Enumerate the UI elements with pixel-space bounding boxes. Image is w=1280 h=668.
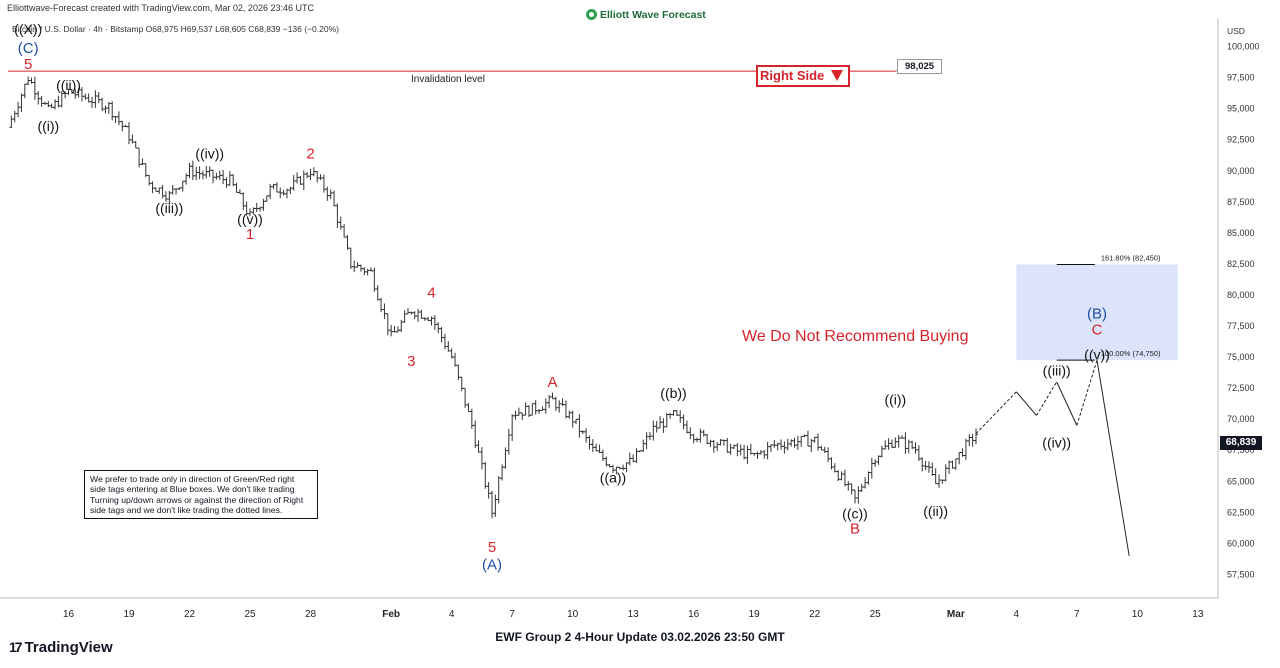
- price-tick-label: 100,000: [1227, 42, 1260, 52]
- invalidation-label: Invalidation level: [411, 74, 485, 85]
- blue-box: [1016, 264, 1178, 361]
- price-tick-label: 57,500: [1227, 569, 1255, 579]
- wave-label: ((v)): [1084, 347, 1110, 363]
- time-tick-label: 10: [567, 609, 579, 620]
- currency-label: USD: [1227, 26, 1245, 36]
- wave-label: ((iv)): [195, 145, 224, 161]
- time-tick-label: 25: [870, 609, 882, 620]
- time-tick-label: 4: [1014, 609, 1020, 620]
- wave-label: ((iii)): [1043, 363, 1071, 379]
- chart-credit: Elliottwave-Forecast created with Tradin…: [7, 3, 314, 13]
- wave-label: ((i)): [884, 391, 906, 407]
- expected-decline-line: [1096, 360, 1130, 556]
- wave-label: A: [547, 374, 557, 391]
- footer-title: EWF Group 2 4-Hour Update 03.02.2026 23:…: [495, 630, 785, 644]
- time-tick-label: 10: [1132, 609, 1144, 620]
- time-tick-label: 7: [1074, 609, 1080, 620]
- price-tick-label: 65,000: [1227, 476, 1255, 486]
- price-tick-label: 87,500: [1227, 197, 1255, 207]
- wave-label: ((v)): [237, 211, 263, 227]
- fib-level-label: 161.80% (82,450): [1101, 254, 1161, 263]
- time-tick-label: 22: [184, 609, 196, 620]
- wave-label: B: [850, 520, 860, 537]
- symbol-info: Bitcoin / U.S. Dollar · 4h · Bitstamp O6…: [12, 24, 339, 34]
- time-tick-label: 16: [688, 609, 700, 620]
- wave-label: ((a)): [600, 469, 626, 485]
- wave-label: 1: [246, 226, 254, 243]
- brand-header: Elliott Wave Forecast: [586, 9, 706, 21]
- time-tick-label: 19: [749, 609, 761, 620]
- price-tick-label: 90,000: [1227, 166, 1255, 176]
- time-tick-label: 25: [244, 609, 256, 620]
- invalidation-price-callout: 98,025: [897, 59, 943, 74]
- time-tick-label: Mar: [947, 609, 965, 620]
- fib-level-label: 100.00% (74,750): [1101, 349, 1161, 358]
- time-tick-label: 13: [628, 609, 640, 620]
- time-tick-label: 4: [449, 609, 455, 620]
- no-buy-warning: We Do Not Recommend Buying: [742, 328, 969, 345]
- price-tick-label: 80,000: [1227, 290, 1255, 300]
- price-tick-label: 92,500: [1227, 135, 1255, 145]
- wave-label: ((X)): [14, 21, 42, 37]
- price-tick-label: 77,500: [1227, 321, 1255, 331]
- wave-label: ((b)): [660, 385, 686, 401]
- wave-label: 5: [488, 539, 496, 556]
- wave-label: ((iv)): [1042, 435, 1071, 451]
- tradingview-logo: 17 TradingView: [9, 639, 113, 656]
- wave-label: ((i)): [37, 118, 59, 134]
- time-tick-label: 22: [809, 609, 821, 620]
- time-tick-label: 16: [63, 609, 75, 620]
- projection-leg: [1015, 391, 1037, 416]
- price-tick-label: 70,000: [1227, 414, 1255, 424]
- price-tick-label: 75,000: [1227, 352, 1255, 362]
- arrow-down-icon: [831, 70, 844, 81]
- wave-label: (C): [18, 40, 39, 57]
- last-price-tag: 68,839: [1220, 436, 1262, 450]
- wave-label: C: [1092, 322, 1103, 339]
- time-tick-label: 28: [305, 609, 317, 620]
- brand-name: Elliott Wave Forecast: [600, 9, 706, 21]
- wave-label: (B): [1087, 306, 1107, 323]
- wave-label: 2: [306, 145, 314, 162]
- price-tick-label: 60,000: [1227, 538, 1255, 548]
- right-side-label: Right Side: [760, 68, 825, 83]
- wave-label: 4: [427, 284, 435, 301]
- ewf-logo-icon: [586, 9, 597, 20]
- ohlc-bar: [974, 428, 978, 445]
- price-tick-label: 97,500: [1227, 73, 1255, 83]
- time-tick-label: 19: [123, 609, 135, 620]
- time-tick-label: 7: [509, 609, 515, 620]
- price-tick-label: 67,500: [1227, 445, 1255, 455]
- time-tick-label: 13: [1192, 609, 1204, 620]
- wave-label: ((c)): [842, 506, 868, 522]
- price-tick-label: 82,500: [1227, 259, 1255, 269]
- time-tick-label: Feb: [382, 609, 400, 620]
- wave-label: 5: [24, 56, 32, 73]
- right-side-tag: Right Side: [756, 65, 851, 87]
- price-tick-label: 72,500: [1227, 383, 1255, 393]
- trading-note: We prefer to trade only in direction of …: [84, 470, 318, 520]
- tradingview-logo-text: TradingView: [24, 639, 113, 656]
- wave-label: ((ii)): [56, 77, 81, 93]
- projection-leg: [1036, 381, 1058, 416]
- projection-leg: [1056, 381, 1078, 426]
- wave-label: 3: [407, 353, 415, 370]
- wave-label: ((ii)): [923, 503, 948, 519]
- wave-label: (A): [482, 556, 502, 573]
- price-tick-label: 62,500: [1227, 507, 1255, 517]
- tradingview-logo-icon: 17: [9, 639, 23, 655]
- projection-leg: [1076, 360, 1098, 426]
- wave-label: ((iii)): [155, 200, 183, 216]
- price-tick-label: 85,000: [1227, 228, 1255, 238]
- price-tick-label: 95,000: [1227, 104, 1255, 114]
